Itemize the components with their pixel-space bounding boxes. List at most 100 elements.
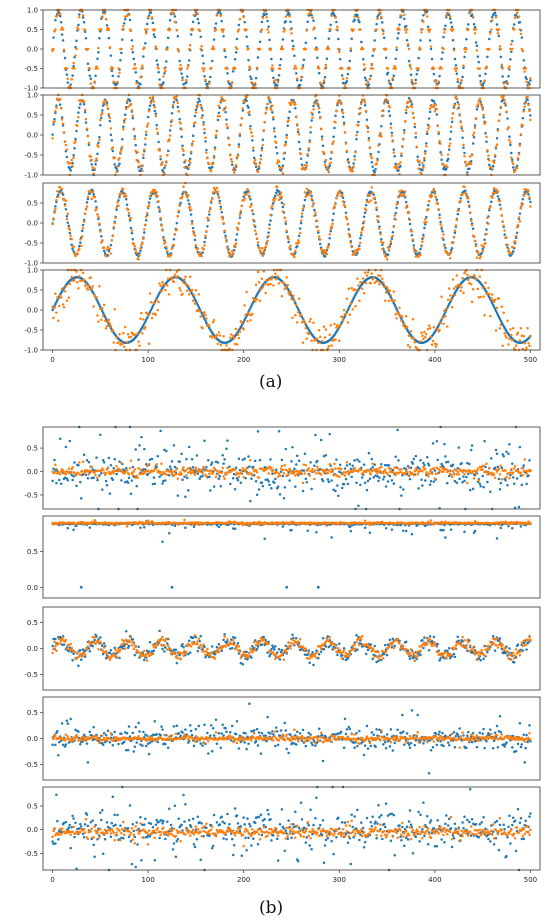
point bbox=[82, 102, 86, 106]
point bbox=[422, 164, 425, 167]
point bbox=[328, 236, 331, 240]
point bbox=[258, 299, 262, 303]
point bbox=[222, 221, 225, 225]
point bbox=[58, 97, 62, 101]
point bbox=[391, 77, 395, 80]
point bbox=[280, 458, 284, 462]
point bbox=[117, 75, 120, 78]
point bbox=[101, 16, 104, 19]
point bbox=[277, 282, 281, 285]
point bbox=[487, 154, 490, 157]
point bbox=[55, 311, 58, 314]
point bbox=[497, 34, 501, 38]
point bbox=[259, 157, 263, 161]
point bbox=[403, 13, 406, 17]
point bbox=[422, 337, 425, 341]
point bbox=[351, 464, 354, 468]
point bbox=[453, 229, 457, 232]
point bbox=[465, 475, 468, 479]
point bbox=[244, 313, 247, 317]
point bbox=[497, 297, 501, 300]
point bbox=[383, 98, 387, 101]
point bbox=[381, 109, 384, 113]
point bbox=[234, 238, 238, 242]
point bbox=[218, 114, 222, 118]
point bbox=[155, 47, 158, 51]
point bbox=[422, 236, 425, 239]
point bbox=[329, 28, 332, 31]
point bbox=[65, 73, 69, 76]
point bbox=[100, 28, 103, 31]
point bbox=[209, 199, 213, 203]
point bbox=[386, 71, 390, 75]
point bbox=[529, 77, 532, 80]
point bbox=[400, 319, 403, 323]
point bbox=[518, 144, 522, 147]
point bbox=[460, 127, 463, 130]
point bbox=[161, 161, 164, 164]
point bbox=[479, 102, 482, 105]
point bbox=[350, 167, 353, 171]
point bbox=[360, 228, 364, 232]
point bbox=[501, 344, 504, 348]
point bbox=[222, 334, 225, 338]
point bbox=[426, 208, 430, 211]
point bbox=[196, 101, 200, 104]
point bbox=[429, 45, 433, 48]
point bbox=[284, 140, 288, 144]
point bbox=[425, 132, 429, 136]
point bbox=[403, 17, 406, 21]
point bbox=[231, 334, 235, 338]
point bbox=[256, 56, 260, 59]
point bbox=[120, 461, 123, 465]
point bbox=[461, 193, 464, 196]
point bbox=[255, 493, 259, 496]
point bbox=[360, 287, 364, 291]
point bbox=[427, 472, 431, 475]
point bbox=[425, 15, 429, 18]
point bbox=[271, 204, 274, 207]
point bbox=[509, 47, 512, 51]
point bbox=[247, 191, 250, 194]
point bbox=[472, 136, 476, 139]
point bbox=[410, 105, 414, 109]
point bbox=[330, 224, 333, 228]
point bbox=[433, 192, 437, 195]
point bbox=[447, 148, 451, 151]
point bbox=[85, 205, 89, 208]
point bbox=[242, 327, 245, 331]
point bbox=[280, 195, 284, 199]
point bbox=[251, 209, 254, 213]
point bbox=[81, 223, 85, 227]
point bbox=[389, 294, 393, 297]
point bbox=[140, 243, 143, 247]
point bbox=[102, 246, 106, 250]
point bbox=[237, 336, 241, 340]
point bbox=[317, 328, 321, 332]
point bbox=[380, 462, 383, 466]
point bbox=[249, 318, 252, 322]
point bbox=[222, 34, 225, 38]
point bbox=[384, 47, 388, 51]
point bbox=[481, 84, 484, 87]
point bbox=[280, 464, 284, 468]
point bbox=[302, 318, 306, 322]
point bbox=[512, 482, 516, 486]
point bbox=[248, 308, 251, 312]
point bbox=[315, 472, 318, 475]
point bbox=[412, 337, 416, 340]
point bbox=[126, 481, 130, 485]
point bbox=[326, 478, 330, 481]
point bbox=[229, 336, 232, 339]
point bbox=[358, 244, 361, 248]
point bbox=[459, 197, 462, 200]
point bbox=[52, 36, 55, 39]
point bbox=[520, 47, 524, 51]
point bbox=[290, 297, 293, 301]
point bbox=[106, 254, 110, 257]
point bbox=[419, 253, 422, 256]
point bbox=[77, 287, 80, 290]
point bbox=[387, 464, 391, 467]
point bbox=[352, 165, 355, 168]
point bbox=[111, 146, 115, 149]
